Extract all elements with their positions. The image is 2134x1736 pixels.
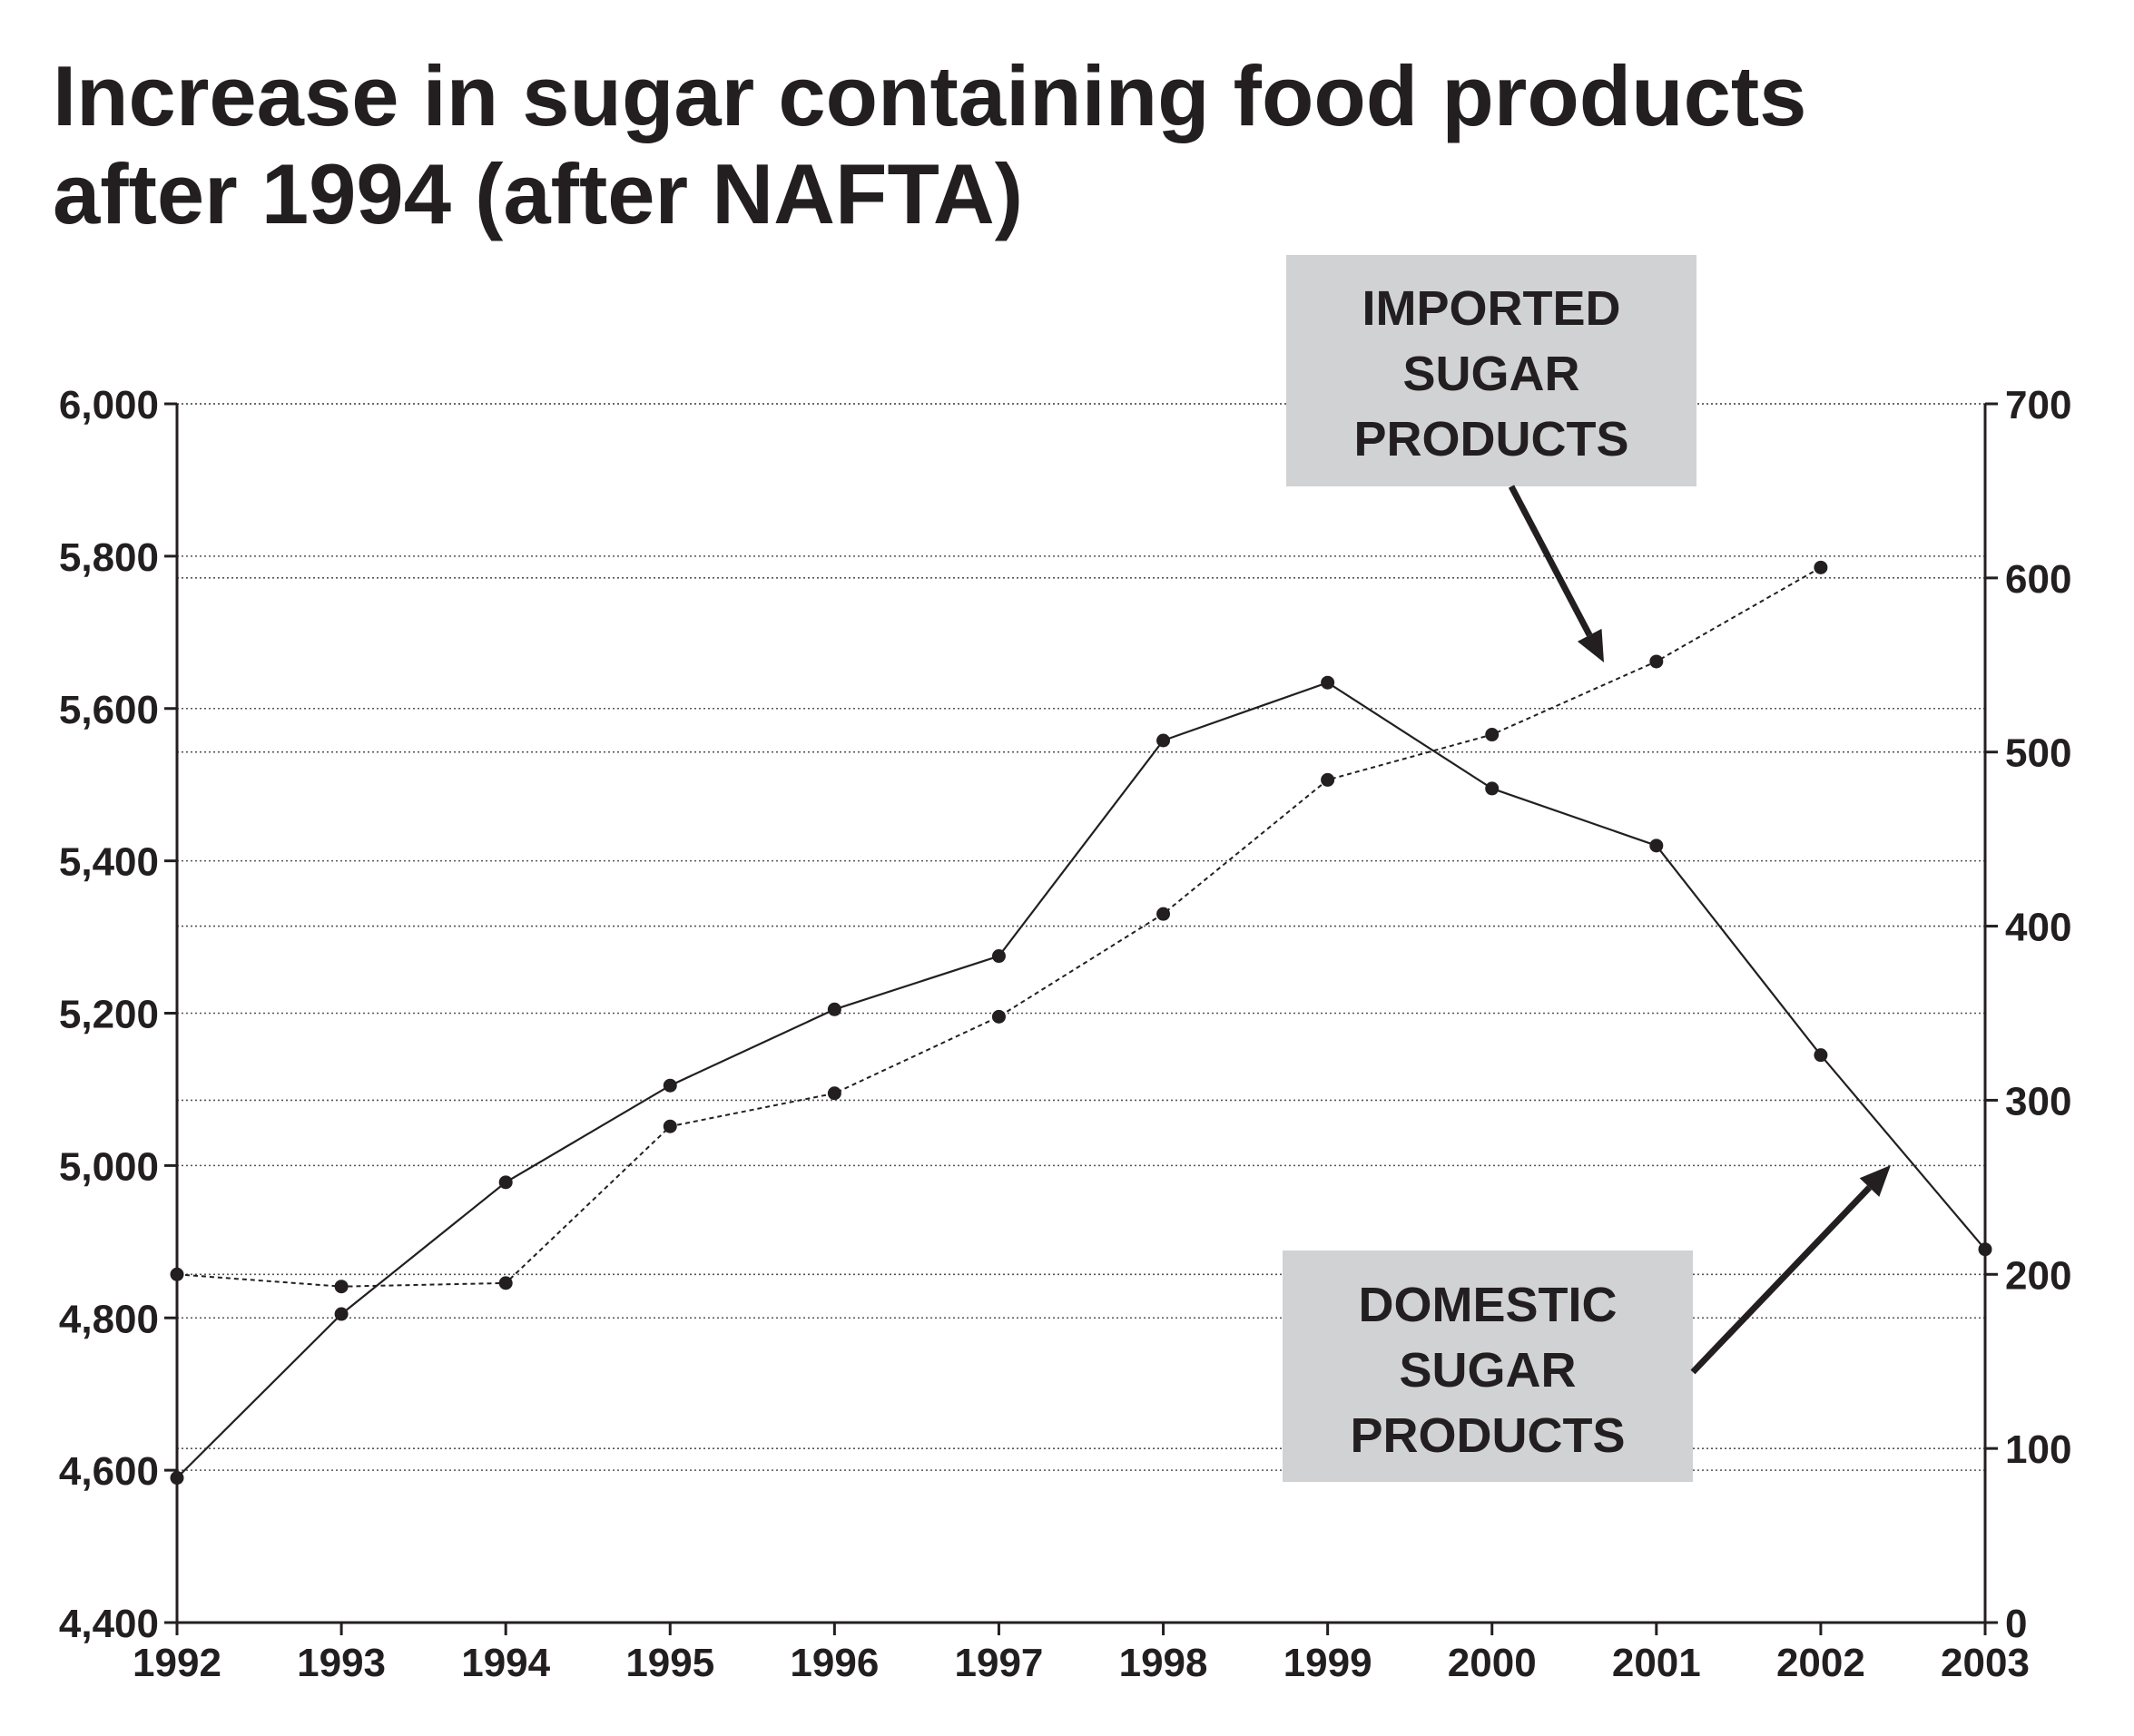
y-right-tick-label: 300 <box>2005 1079 2071 1123</box>
domestic-data-point <box>498 1175 513 1190</box>
y-left-tick-label: 5,400 <box>59 840 159 885</box>
axes: 4,400 4,600 4,800 5,000 5,200 5,400 5,600 5,800… <box>59 383 2072 1685</box>
domestic-data-point <box>1485 781 1500 796</box>
imported-arrow-shaft <box>1508 485 1593 637</box>
x-tick-label: 1998 <box>1119 1641 1208 1685</box>
y-left-tick-label: 5,800 <box>59 535 159 580</box>
domestic-data-point <box>1321 675 1335 690</box>
x-tick-label: 1992 <box>133 1641 221 1685</box>
imported-arrow <box>1508 485 1604 662</box>
y-left-tick-label: 5,200 <box>59 993 159 1037</box>
domestic-data-point <box>663 1078 677 1093</box>
y-right-tick-label: 600 <box>2005 557 2071 602</box>
series <box>170 560 1992 1486</box>
y-right-tick-label: 200 <box>2005 1253 2071 1298</box>
domestic-arrow-shaft <box>1690 1185 1873 1375</box>
gridlines <box>177 403 1985 1471</box>
domestic-data-point <box>991 949 1006 964</box>
domestic-series-line <box>176 681 1986 1479</box>
x-tick-label: 1995 <box>625 1641 714 1685</box>
imported-label-line-1: IMPORTED <box>1362 281 1620 336</box>
chart-title-line-1: Increase in sugar containing food produc… <box>53 48 1807 143</box>
x-tick-label: 1997 <box>955 1641 1044 1685</box>
domestic-label-line-1: DOMESTIC <box>1358 1278 1617 1332</box>
imported-label-line-3: PRODUCTS <box>1353 412 1628 466</box>
y-right-tick-label: 500 <box>2005 731 2071 776</box>
y-left-tick-label: 4,800 <box>59 1297 159 1341</box>
domestic-label-line-2: SUGAR <box>1399 1343 1576 1398</box>
x-tick-label: 1994 <box>461 1641 550 1685</box>
imported-data-point <box>498 1276 513 1290</box>
domestic-data-point <box>334 1307 349 1321</box>
y-left-tick-label: 5,000 <box>59 1144 159 1189</box>
domestic-label-line-3: PRODUCTS <box>1350 1408 1625 1463</box>
domestic-data-point <box>1156 733 1171 748</box>
x-tick-label: 2000 <box>1448 1641 1537 1685</box>
imported-data-point <box>1321 772 1335 787</box>
x-tick-label: 1999 <box>1283 1641 1372 1685</box>
imported-data-point <box>991 1009 1006 1024</box>
imported-series-line <box>176 566 1822 1288</box>
x-tick-label: 2003 <box>1941 1641 2030 1685</box>
y-right-tick-label: 0 <box>2005 1602 2027 1646</box>
y-left-tick-label: 4,600 <box>59 1449 159 1494</box>
imported-data-point <box>827 1086 841 1101</box>
imported-data-point <box>663 1119 677 1133</box>
domestic-data-point <box>827 1002 841 1016</box>
imported-arrow-head <box>1577 628 1604 662</box>
domestic-data-point <box>1978 1242 1992 1257</box>
chart-title: Increase in sugar containing food produc… <box>53 47 2104 243</box>
domestic-data-point <box>170 1471 184 1486</box>
y-right-tick-label: 100 <box>2005 1427 2071 1472</box>
imported-data-point <box>1485 728 1500 742</box>
y-left-tick-label: 5,600 <box>59 688 159 732</box>
annotations: IMPORTED SUGAR PRODUCTS DOMESTIC SUGAR P… <box>1283 255 1891 1482</box>
imported-label-box <box>1286 255 1696 486</box>
domestic-arrow <box>1690 1165 1891 1375</box>
x-tick-label: 2001 <box>1612 1641 1701 1685</box>
x-tick-label: 1996 <box>790 1641 879 1685</box>
y-left-tick-label: 4,400 <box>59 1602 159 1646</box>
imported-data-point <box>170 1267 184 1281</box>
imported-data-point <box>1649 654 1664 669</box>
imported-data-point <box>1814 560 1828 574</box>
x-tick-label: 2002 <box>1776 1641 1865 1685</box>
imported-data-point <box>1156 907 1171 921</box>
domestic-label-box <box>1283 1251 1693 1482</box>
x-tick-label: 1993 <box>297 1641 386 1685</box>
imported-data-point <box>334 1280 349 1294</box>
domestic-data-point <box>1649 839 1664 853</box>
domestic-arrow-head <box>1859 1165 1891 1197</box>
chart-title-line-2: after 1994 (after NAFTA) <box>53 146 1024 241</box>
domestic-data-point <box>1814 1048 1828 1063</box>
y-right-tick-label: 700 <box>2005 383 2071 427</box>
y-left-tick-label: 6,000 <box>59 383 159 427</box>
imported-label-line-2: SUGAR <box>1402 347 1579 401</box>
y-right-tick-label: 400 <box>2005 906 2071 950</box>
